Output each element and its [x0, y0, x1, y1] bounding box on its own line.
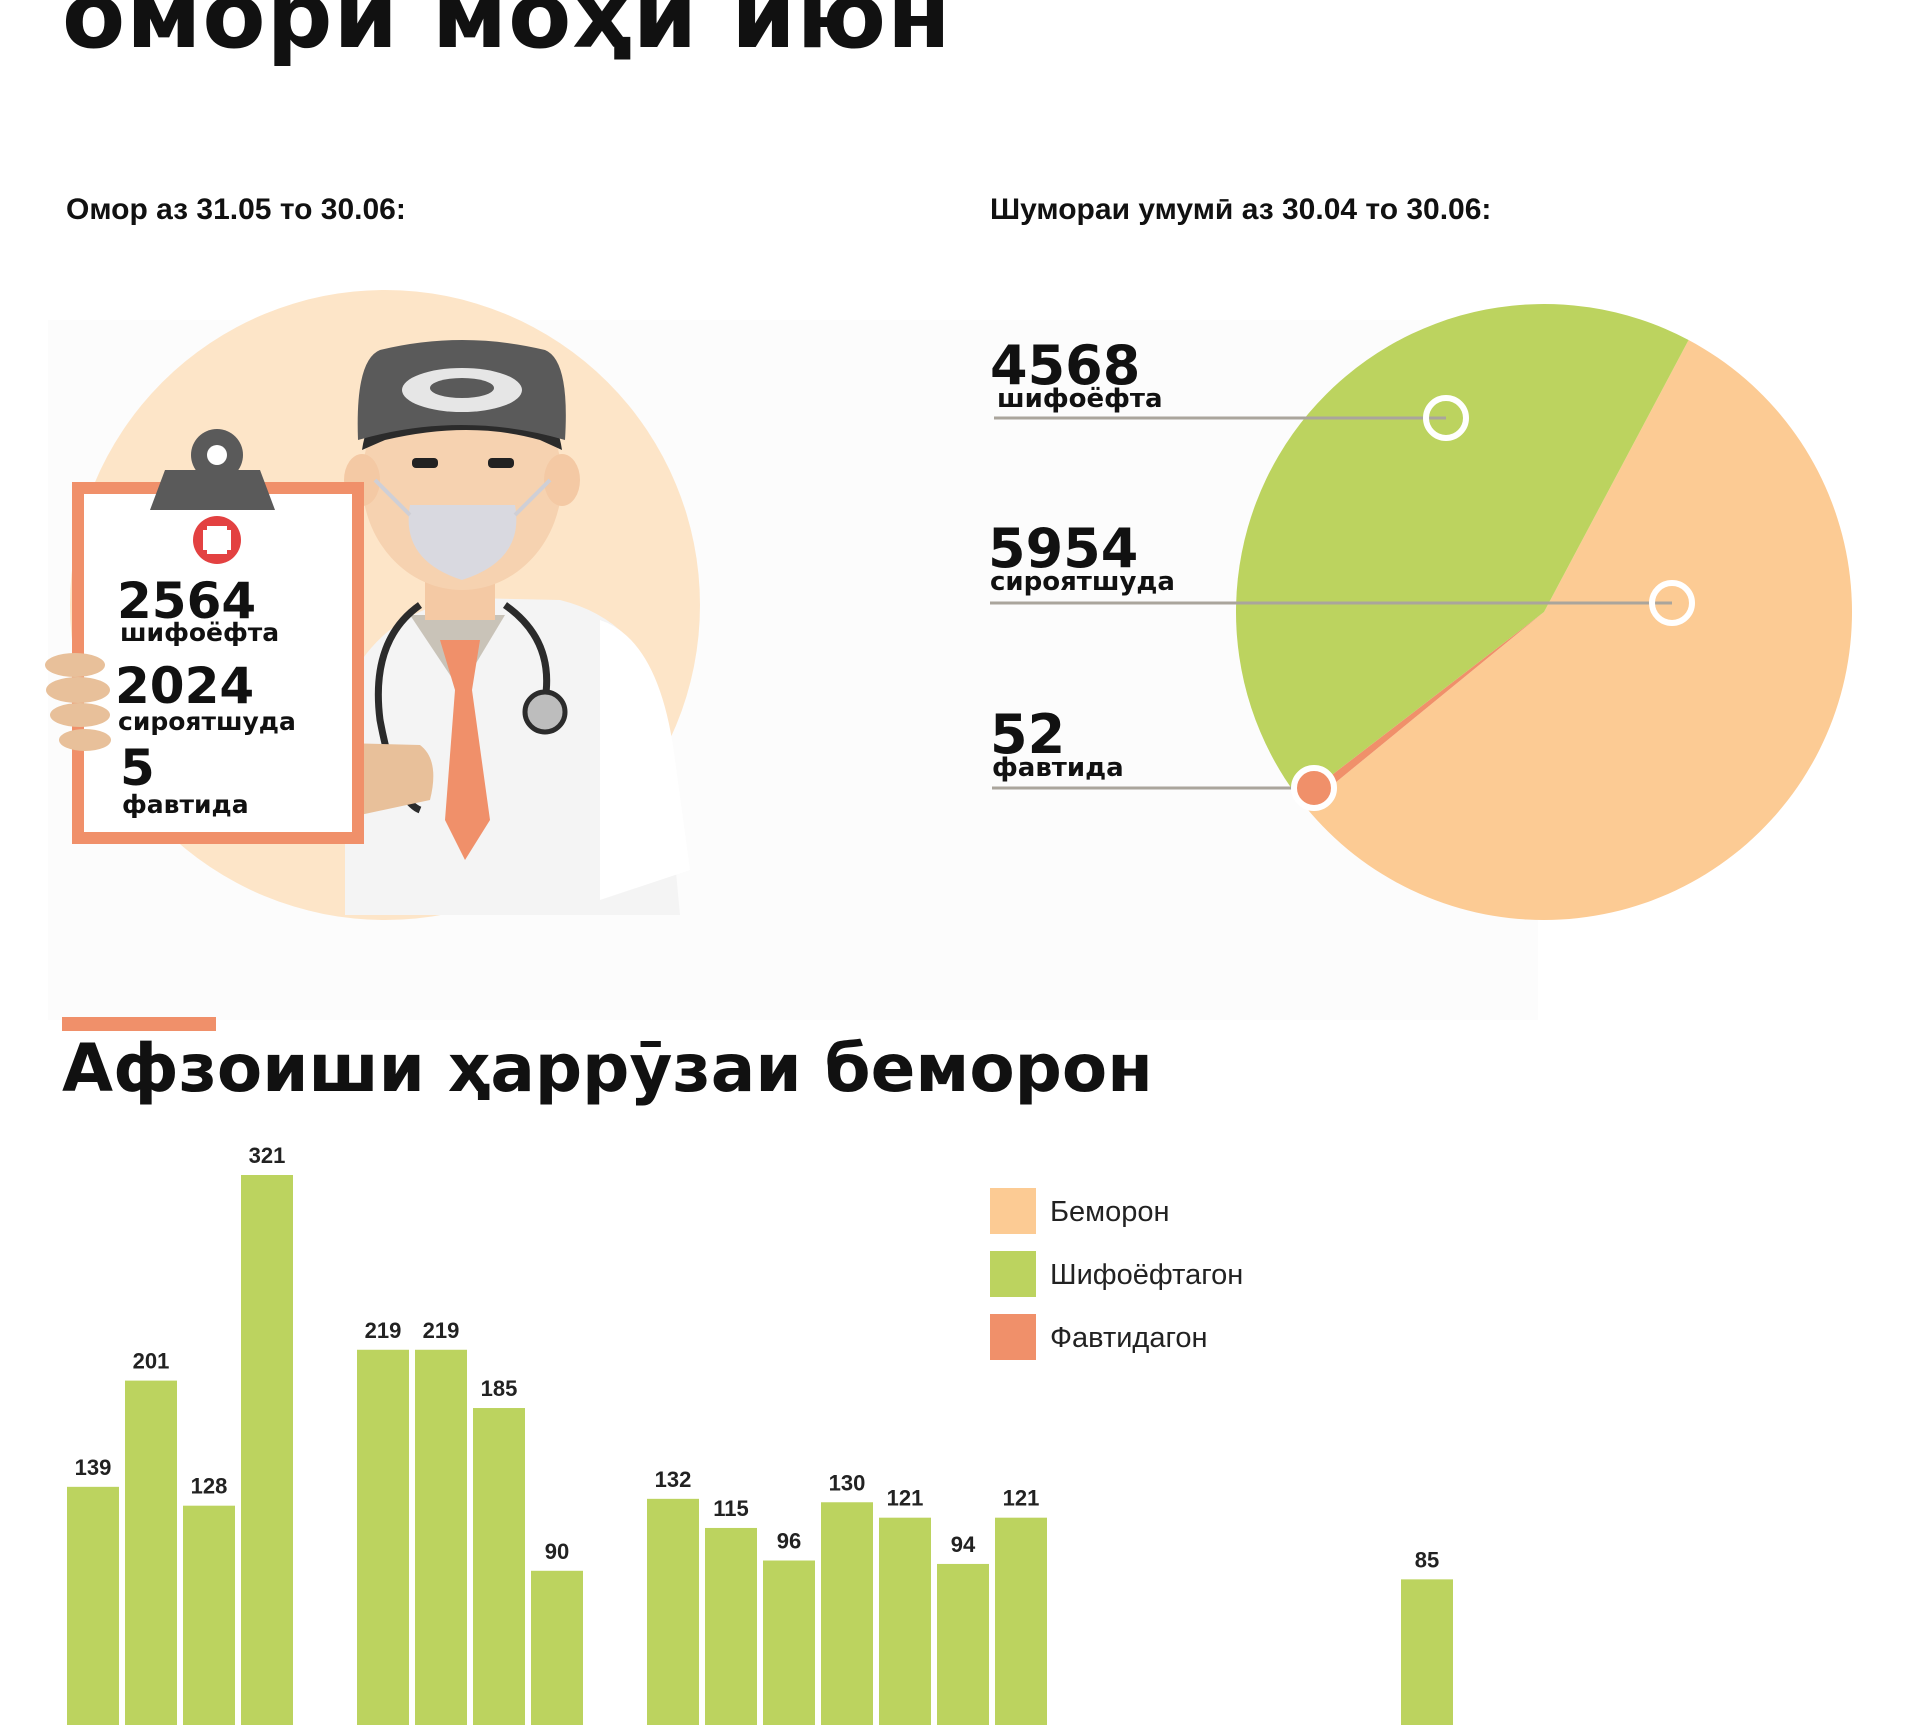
bar-value-label-14: 121	[887, 1486, 924, 1511]
bar-recovered-12	[763, 1560, 815, 1725]
bar-value-label-0: 139	[75, 1455, 112, 1480]
pie-marker-sick	[1649, 580, 1695, 626]
section-accent-bar	[62, 1017, 216, 1031]
bar-value-label-5: 219	[365, 1318, 402, 1343]
bar-recovered-6	[415, 1349, 467, 1725]
right-stat-value-1: 4568	[990, 334, 1140, 397]
bar-value-label-12: 96	[777, 1529, 801, 1554]
right-stat-label-3: фавтида	[992, 753, 1124, 783]
legend-label-recovered: Шифоёфтагон	[1050, 1259, 1243, 1291]
pie-slice-dead	[1299, 612, 1544, 808]
left-stat-value-3: 5	[120, 739, 155, 797]
bar-recovered-7	[473, 1408, 525, 1725]
bar-recovered-16	[995, 1517, 1047, 1725]
left-stat-label-2: сироятшуда	[118, 707, 296, 736]
bar-value-label-10: 132	[655, 1467, 692, 1492]
bar-recovered-23	[1401, 1579, 1453, 1725]
left-stat-value-1: 2564	[117, 572, 256, 630]
right-stat-value-2: 5954	[988, 517, 1138, 580]
bar-value-label-13: 130	[829, 1470, 866, 1495]
bar-value-label-23: 85	[1415, 1547, 1439, 1572]
bar-recovered-15	[937, 1563, 989, 1725]
bar-recovered-8	[531, 1570, 583, 1725]
bar-value-label-7: 185	[481, 1376, 518, 1401]
bar-recovered-13	[821, 1502, 873, 1725]
bar-value-label-11: 115	[713, 1496, 749, 1521]
bar-recovered-5	[357, 1349, 409, 1725]
bar-recovered-10	[647, 1498, 699, 1725]
section-title: Афзоиши ҳаррӯзаи беморон	[62, 1030, 1153, 1107]
bar-value-label-15: 94	[951, 1532, 976, 1557]
right-stat-value-3: 52	[990, 703, 1065, 766]
right-stat-label-2: сироятшуда	[990, 567, 1175, 597]
right-stat-label-1: шифоёфта	[997, 384, 1163, 414]
bar-value-label-3: 321	[249, 1143, 286, 1168]
legend-swatch-recovered	[990, 1251, 1036, 1297]
bar-recovered-2	[183, 1505, 235, 1725]
page-title: омори моҳи июн	[62, 0, 952, 69]
pie-marker-dead	[1291, 765, 1337, 811]
bar-value-label-1: 201	[133, 1349, 170, 1374]
right-caption: Шумораи умумӣ аз 30.04 то 30.06:	[990, 193, 1492, 226]
bar-value-label-16: 121	[1003, 1486, 1040, 1511]
bar-value-label-6: 219	[423, 1318, 460, 1343]
legend-label-dead: Фавтидагон	[1050, 1322, 1208, 1354]
left-stat-label-1: шифоёфта	[120, 618, 279, 647]
pie-marker-recovered	[1423, 395, 1469, 441]
bar-recovered-1	[125, 1380, 177, 1725]
bar-recovered-0	[67, 1486, 119, 1725]
bar-recovered-14	[879, 1517, 931, 1725]
left-caption: Омор аз 31.05 то 30.06:	[66, 193, 406, 226]
legend-label-sick: Беморон	[1050, 1196, 1170, 1228]
chart-legend: Беморон Шифоёфтагон Фавтидагон	[990, 1188, 1243, 1360]
left-stat-value-2: 2024	[115, 657, 254, 715]
legend-swatch-dead	[990, 1314, 1036, 1360]
bar-recovered-3	[241, 1175, 293, 1725]
pie-slice-sick	[1305, 340, 1852, 921]
bar-value-label-2: 128	[191, 1474, 228, 1499]
left-stat-label-3: фавтида	[122, 790, 249, 819]
legend-swatch-sick	[990, 1188, 1036, 1234]
bar-recovered-11	[705, 1527, 757, 1725]
bar-value-label-8: 90	[545, 1539, 569, 1564]
pie-slice-recovered	[1235, 303, 1689, 800]
